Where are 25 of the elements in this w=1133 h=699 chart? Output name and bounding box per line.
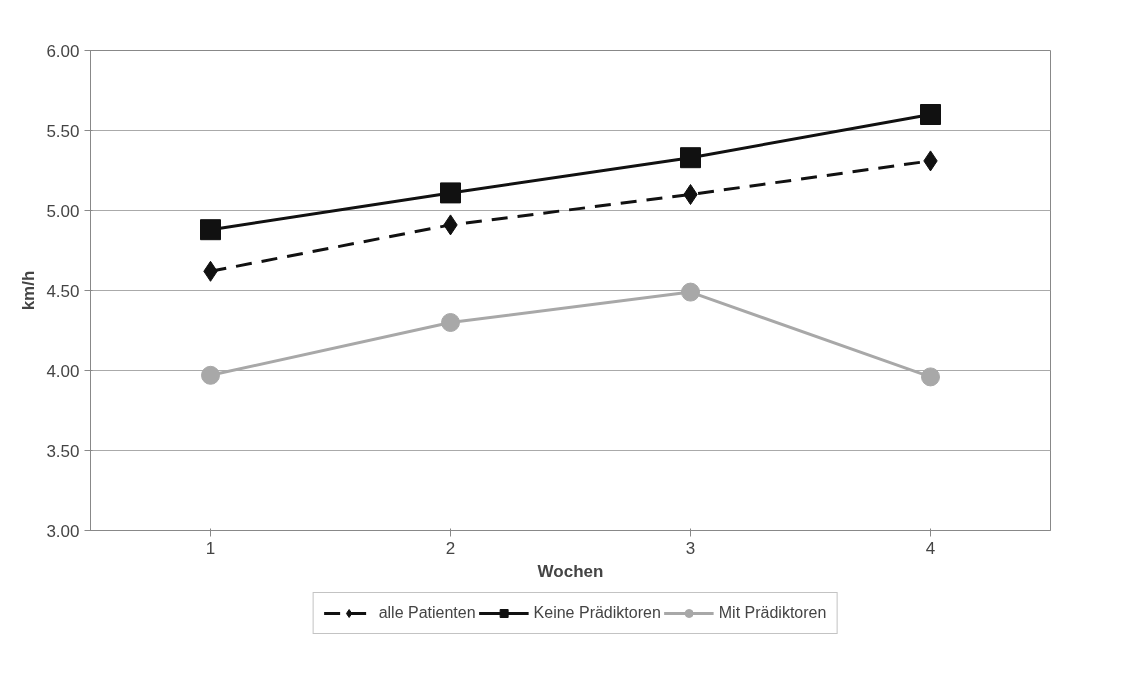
legend-label: Keine Prädiktoren — [533, 604, 661, 622]
x-tick-label: 2 — [445, 538, 456, 558]
y-tick-label: 3.50 — [46, 441, 80, 461]
x-tick-label: 1 — [205, 538, 216, 558]
x-tick-label: 3 — [685, 538, 696, 558]
point — [440, 182, 461, 204]
y-axis-title: km/h — [19, 270, 39, 311]
y-tick-label: 4.50 — [46, 281, 80, 301]
legend-label: alle Patienten — [378, 604, 476, 622]
point — [201, 365, 220, 385]
point — [920, 104, 941, 125]
point — [681, 282, 700, 302]
y-tick-label: 6.00 — [46, 41, 80, 61]
point — [200, 219, 221, 241]
y-tick-label: 3.00 — [46, 521, 80, 541]
legend-label: Mit Prädiktoren — [718, 604, 827, 622]
point — [921, 367, 940, 387]
point — [683, 184, 698, 205]
y-tick-label: 5.50 — [46, 121, 80, 141]
y-tick-label: 5.00 — [46, 201, 80, 221]
x-tick-label: 4 — [925, 538, 936, 558]
y-tick-label: 4.00 — [46, 361, 80, 381]
x-axis-title: Wochen — [537, 561, 604, 581]
point — [441, 313, 460, 332]
point — [680, 147, 701, 169]
